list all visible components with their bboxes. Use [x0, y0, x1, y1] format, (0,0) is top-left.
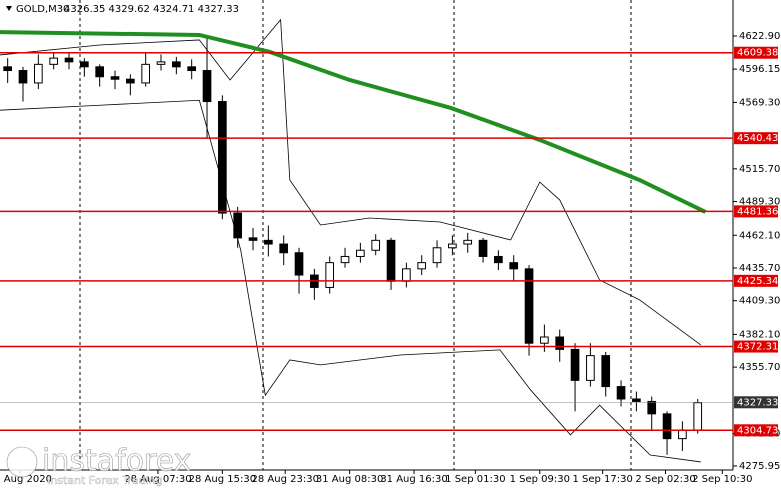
candle-body	[463, 239, 473, 245]
candle-body	[524, 268, 534, 344]
candle-body	[126, 78, 135, 84]
bollinger-band	[0, 18, 702, 346]
candle-body	[417, 262, 427, 270]
x-tick-label: 28 Aug 07:30	[124, 474, 191, 485]
level-label: 4425.34	[737, 276, 778, 287]
y-tick-label: 4355.70	[739, 362, 780, 373]
level-label-bg	[734, 46, 778, 59]
candle-body	[34, 63, 43, 84]
y-tick-label: 4435.70	[739, 263, 780, 274]
symbol: GOLD,M30	[16, 4, 69, 15]
ohlc: 4326.35 4329.62 4324.71 4327.33	[64, 4, 239, 15]
y-tick-label: 4622.90	[739, 31, 780, 42]
candle-body	[49, 57, 59, 65]
candle-body	[340, 255, 350, 264]
moving-average	[0, 30, 707, 214]
candle-body	[478, 239, 488, 257]
level-label-bg	[734, 274, 778, 287]
candle-body	[233, 212, 243, 239]
candle-body	[218, 101, 227, 214]
candle-body	[202, 70, 212, 103]
separators	[79, 0, 632, 470]
bollinger-band	[0, 99, 701, 463]
x-tick-label: 2 Sep 02:30	[635, 474, 695, 485]
candle-body	[248, 237, 258, 241]
candle-body	[586, 355, 595, 381]
level-label-bg	[734, 132, 778, 145]
candle-body	[64, 57, 74, 63]
x-tick-label: 31 Aug 08:30	[316, 474, 383, 485]
x-tick-label: 28 Aug 23:30	[252, 474, 319, 485]
candle-body	[371, 239, 381, 251]
candle-body	[141, 63, 151, 84]
y-tick-label: 4515.70	[739, 164, 780, 175]
current-price-label: 4327.33	[737, 397, 778, 408]
y-tick-label: 4409.30	[739, 296, 780, 307]
logo-tagline: Instant Forex Trading	[47, 474, 163, 487]
candle-body	[264, 239, 273, 245]
y-tick-label: 4275.95	[739, 461, 780, 472]
current-price-bg	[734, 396, 778, 409]
logo-icon	[6, 446, 38, 478]
candle-body	[494, 255, 503, 264]
y-tick-label: 4569.30	[739, 97, 780, 108]
candle-body	[294, 252, 304, 276]
level-label: 4481.36	[737, 206, 778, 217]
menu-arrow	[6, 6, 12, 11]
candle-body	[3, 66, 13, 72]
level-label-bg	[734, 340, 778, 353]
candle-body	[570, 348, 580, 381]
candle-body	[509, 262, 519, 270]
x-tick-label: 31 Aug 16:30	[380, 474, 447, 485]
candle-body	[616, 386, 626, 400]
candle-body	[356, 249, 365, 257]
level-label: 4540.43	[737, 133, 778, 144]
level-label-bg	[734, 205, 778, 218]
candle-body	[662, 413, 672, 440]
y-tick-label: 4462.10	[739, 230, 780, 241]
level-label-bg	[734, 424, 778, 437]
candle-body	[402, 268, 411, 282]
x-tick-label: 27 Aug 2020	[0, 474, 52, 485]
x-tick-label: 2 Sep 10:30	[692, 474, 752, 485]
y-tick-label: 4596.15	[739, 64, 780, 75]
x-tick-label: 1 Sep 01:30	[445, 474, 505, 485]
candle-body	[632, 398, 641, 402]
x-tick-label: 1 Sep 09:30	[510, 474, 570, 485]
x-tick-label: 1 Sep 17:30	[572, 474, 632, 485]
candle-body	[448, 243, 457, 249]
candle-body	[693, 402, 703, 431]
candle-body	[386, 239, 396, 282]
candle-body	[555, 336, 565, 350]
candle-body	[432, 247, 442, 264]
candle-body	[601, 355, 611, 388]
candle-body	[95, 66, 105, 78]
level-label: 4372.31	[737, 342, 778, 353]
y-tick-label: 4382.10	[739, 329, 780, 340]
candle-body	[80, 61, 89, 68]
level-label: 4609.38	[737, 48, 778, 59]
candle-body	[156, 61, 166, 65]
logo-brand: instaforex	[42, 444, 191, 479]
candle-body	[172, 61, 181, 68]
candle-body	[279, 243, 289, 254]
level-label: 4304.73	[737, 425, 778, 436]
candle-body	[678, 429, 687, 440]
x-tick-label: 28 Aug 15:30	[189, 474, 256, 485]
y-tick-label: 4489.30	[739, 197, 780, 208]
candle-body	[18, 70, 28, 84]
candle-body	[325, 262, 335, 288]
candle-body	[540, 336, 549, 344]
candle-body	[647, 400, 657, 415]
candle-body	[110, 76, 120, 80]
candle-body	[187, 66, 197, 72]
